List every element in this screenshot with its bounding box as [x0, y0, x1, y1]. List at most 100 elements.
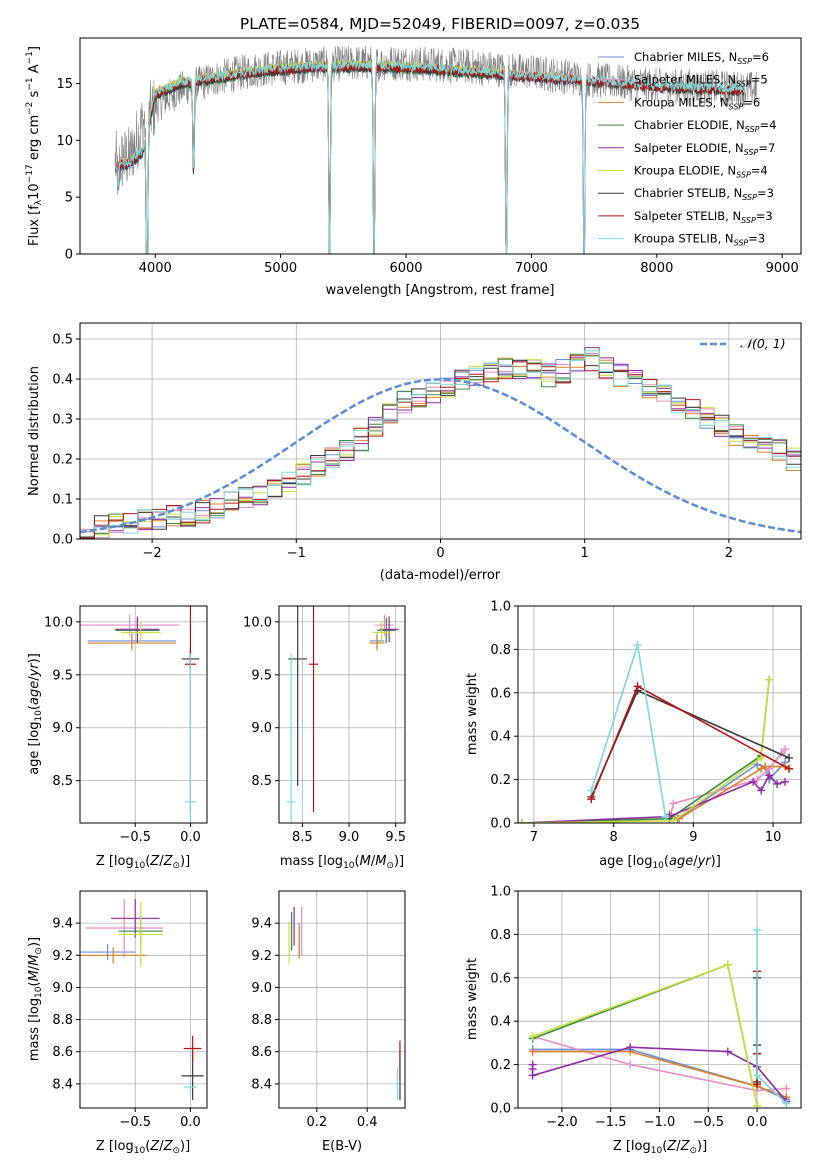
mass-vs-ebv-panel: 0.2 0.4 8.4 8.6 8.8 9.0 9.2 9.4 E(B-V) — [251, 890, 406, 1154]
age-vs-z-xlabel: Z [log10(Z/Z⊙)] — [96, 854, 190, 871]
y-tick-label: 5 — [65, 191, 73, 206]
legend-label: Salpeter STELIB, NSSP=3 — [634, 209, 773, 225]
y-tick-label: 15 — [56, 77, 73, 92]
weight-vs-z-plot-area — [518, 890, 801, 1109]
x-tick-label: 5000 — [264, 261, 297, 276]
figure-title: PLATE=0584, MJD=52049, FIBERID=0097, z=0… — [240, 15, 640, 33]
legend-label: Kroupa ELODIE, NSSP=4 — [634, 164, 768, 180]
errorbar-group — [80, 606, 200, 823]
y-tick-label: 9.2 — [251, 949, 272, 964]
weight-point-marker — [749, 777, 758, 786]
y-tick-label: 1.0 — [490, 600, 511, 615]
weight-series-line — [532, 1048, 787, 1101]
y-tick-label: 0.2 — [52, 453, 73, 468]
weight-series-line — [532, 963, 758, 1106]
weight-series-line — [532, 1050, 787, 1098]
age-vs-mass-plot-area — [279, 606, 405, 823]
x-tick-label: −1.5 — [595, 1115, 627, 1130]
weight-series-line — [756, 930, 787, 1105]
weight-point-marker — [757, 786, 766, 795]
residual-xlabel: (data-model)/error — [380, 568, 501, 583]
weight-point-marker — [669, 816, 678, 823]
weight-point-marker — [518, 819, 526, 823]
legend-label: Salpeter MILES, NSSP=5 — [634, 73, 768, 89]
y-tick-label: 0.1 — [52, 493, 73, 508]
histogram-step-line — [80, 353, 801, 539]
residual-legend: 𝒩(0, 1) — [700, 336, 786, 351]
spectrum-xlabel: wavelength [Angstrom, rest frame] — [326, 283, 555, 298]
normal-legend-label: 𝒩(0, 1) — [740, 336, 786, 351]
legend-label: Kroupa MILES, NSSP=6 — [634, 95, 760, 111]
weight-point-marker — [761, 762, 770, 771]
legend-label: Chabrier ELODIE, NSSP=4 — [634, 118, 776, 134]
y-tick-label: 9.5 — [52, 668, 73, 683]
x-tick-label: −0.5 — [119, 830, 151, 845]
x-tick-label: −1 — [287, 546, 306, 561]
mass-vs-ebv-frame — [278, 890, 406, 1109]
spectrum-ylabel: Flux [fλ10−17 erg cm−2 s−1 A−1] — [25, 46, 44, 246]
y-tick-label: 0.0 — [490, 1102, 511, 1117]
spectrum-frame — [79, 37, 802, 255]
y-tick-label: 8.6 — [251, 1045, 272, 1060]
weight-point-marker — [753, 1071, 762, 1080]
y-tick-label: 9.2 — [52, 949, 73, 964]
weight-point-marker — [757, 753, 766, 762]
weight-vs-z-xlabel: Z [log10(Z/Z⊙)] — [613, 1139, 707, 1156]
y-tick-label: 9.0 — [251, 721, 272, 736]
spectrum-ticks: 4000 5000 6000 7000 8000 9000 0 5 10 15 — [56, 77, 798, 276]
model-spectrum-line — [114, 60, 746, 254]
histogram-step-line — [80, 355, 801, 539]
y-tick-label: 8.5 — [251, 774, 272, 789]
weight-vs-age-frame — [517, 605, 802, 824]
mass-vs-ebv-plot-area — [279, 891, 405, 1108]
x-tick-label: 7 — [530, 830, 538, 845]
weight-vs-z-ticks: −2.0 −1.5 −1.0 −0.5 0.0 0.0 0.2 0.4 0.6 0.8 1.0 — [490, 885, 767, 1131]
residual-plot-area — [80, 323, 801, 540]
mass-vs-z-ticks: −0.5 0.0 8.4 8.6 8.8 9.0 9.2 9.4 — [52, 917, 200, 1130]
mass-vs-z-plot-area — [80, 891, 207, 1108]
residual-ylabel: Normed distribution — [27, 366, 42, 496]
legend-label: Chabrier STELIB, NSSP=3 — [634, 186, 774, 202]
y-tick-label: 9.0 — [52, 721, 73, 736]
y-tick-label: 0.3 — [52, 413, 73, 428]
weight-point-marker — [773, 779, 782, 788]
y-tick-label: 8.8 — [52, 1013, 73, 1028]
weight-vs-z-ylabel: mass weight — [465, 958, 480, 1040]
x-tick-label: 0.0 — [180, 1115, 201, 1130]
x-tick-label: 0.0 — [747, 1115, 768, 1130]
spectrum-plot-area — [114, 45, 758, 254]
age-vs-z-plot-area — [80, 606, 207, 823]
y-tick-label: 8.5 — [52, 774, 73, 789]
weight-series-line — [590, 644, 667, 817]
x-tick-label: 9.0 — [339, 830, 360, 845]
age-vs-mass-xlabel: mass [log10(M/M⊙)] — [280, 854, 404, 871]
x-tick-label: 2 — [725, 546, 733, 561]
y-tick-label: 9.4 — [251, 917, 272, 932]
spectrum-panel: 4000 5000 6000 7000 8000 9000 0 5 10 15 Chabrier … — [25, 37, 802, 298]
spectrum-lines — [114, 45, 758, 254]
weight-point-marker — [528, 1047, 537, 1056]
x-tick-label: 10 — [765, 830, 782, 845]
weight-point-marker — [785, 753, 794, 762]
weight-point-marker — [587, 795, 596, 804]
x-tick-label: −2 — [143, 546, 162, 561]
age-vs-z-panel: −0.5 0.0 8.5 9.0 9.5 10.0 Z [log10(Z/Z⊙)] age… — [27, 605, 208, 871]
y-tick-label: 10.0 — [44, 615, 73, 630]
weight-point-marker — [661, 812, 670, 821]
weight-point-marker — [723, 960, 732, 969]
y-tick-label: 9.0 — [52, 981, 73, 996]
weight-vs-age-panel: 7 8 9 10 0.0 0.2 0.4 0.6 0.8 1.0 age [log10(age/y… — [465, 600, 802, 871]
weight-vs-z-panel: −2.0 −1.5 −1.0 −0.5 0.0 0.0 0.2 0.4 0.6 0.8 1.0 Z … — [465, 885, 802, 1156]
y-tick-label: 0.4 — [52, 373, 73, 388]
age-vs-mass-ticks: 8.5 9.0 9.5 8.5 9.0 9.5 10.0 — [243, 615, 406, 845]
normal-curve-line — [80, 378, 801, 534]
x-tick-label: 7000 — [515, 261, 548, 276]
x-tick-label: 8000 — [640, 261, 673, 276]
weight-point-marker — [753, 1080, 762, 1089]
y-tick-label: 8.6 — [52, 1045, 73, 1060]
weight-point-marker — [633, 682, 642, 691]
weight-series-line — [521, 679, 770, 823]
x-tick-label: −0.5 — [119, 1115, 151, 1130]
model-spectrum-line — [114, 59, 583, 254]
